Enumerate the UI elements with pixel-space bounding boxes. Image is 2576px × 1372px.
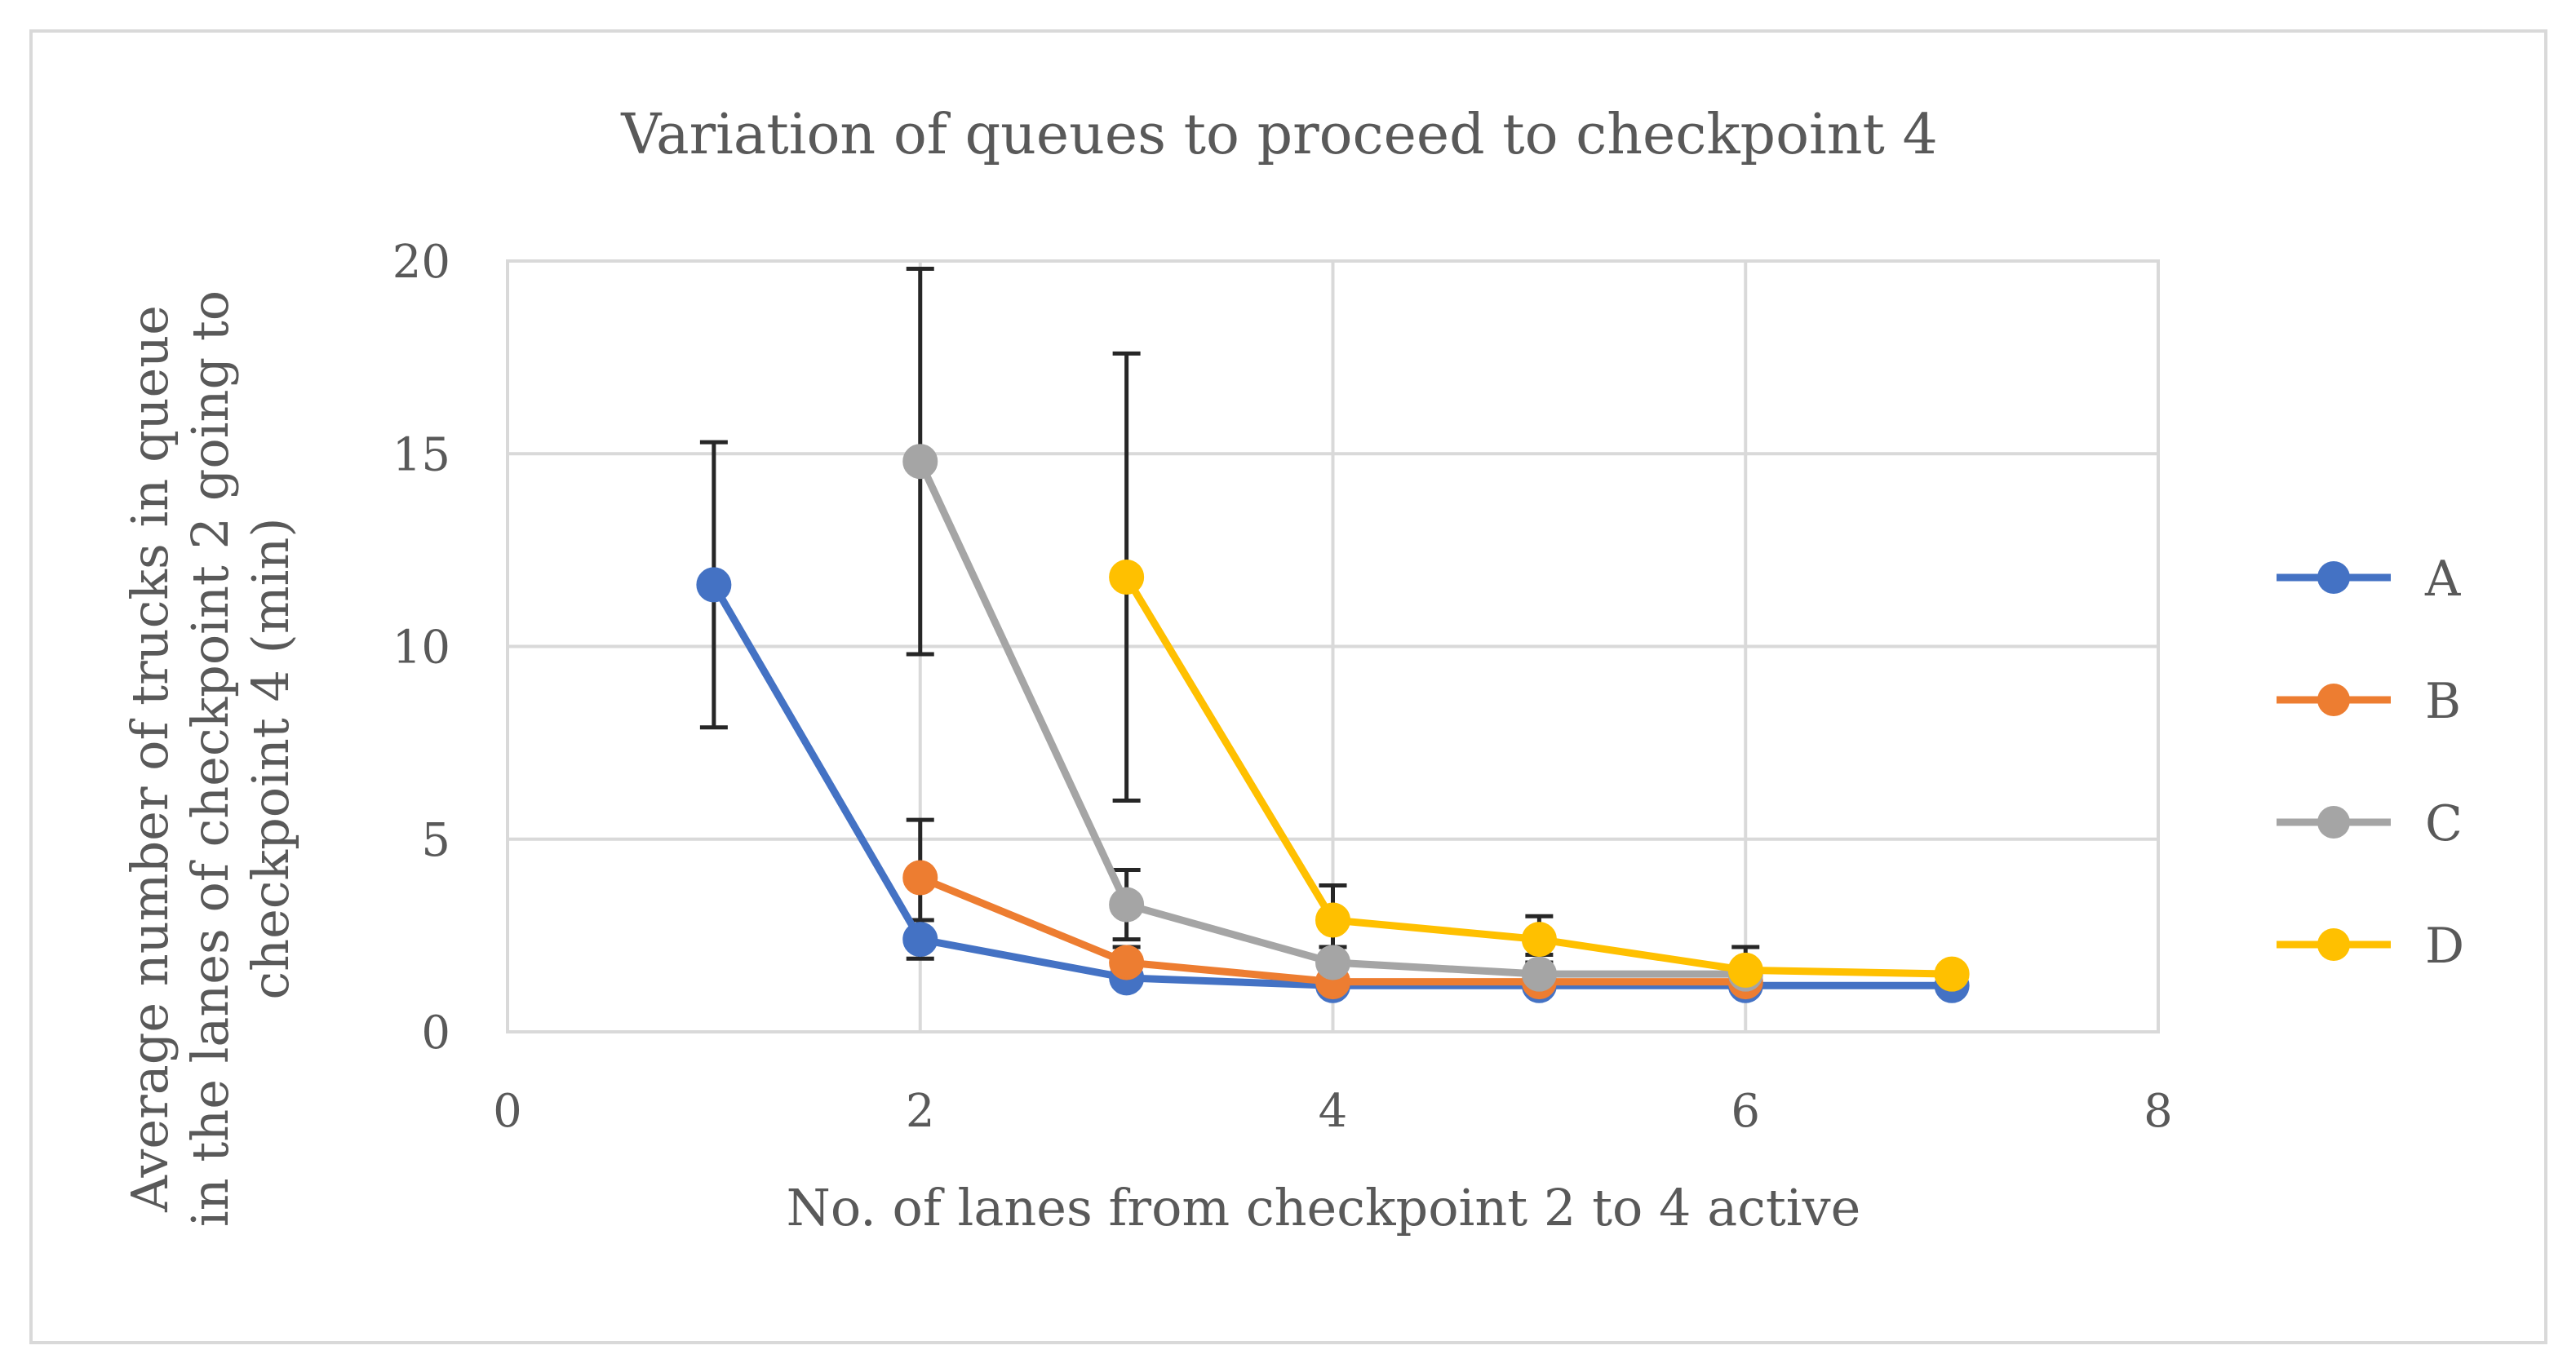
plot-area-border (506, 259, 2160, 1033)
data-point-d (1109, 559, 1145, 595)
legend-marker-c (2317, 806, 2350, 839)
y-tick-label: 0 (421, 1007, 450, 1060)
legend-item-b: B (2277, 673, 2461, 730)
legend-label-d: D (2425, 918, 2464, 975)
data-point-a (902, 922, 938, 958)
legend-marker-b (2317, 684, 2350, 716)
series-d (1109, 559, 1970, 992)
legend-label-b: B (2425, 673, 2461, 730)
data-point-c (1109, 887, 1145, 923)
y-tick-label: 15 (392, 428, 450, 481)
x-tick-label: 8 (2144, 1085, 2173, 1138)
y-axis-label-line-2: in the lanes of checkpoint 2 going to (180, 290, 240, 1227)
data-point-b (902, 860, 938, 896)
legend-label-a: A (2424, 551, 2461, 608)
legend-label-c: C (2425, 795, 2463, 852)
x-axis-ticks: 0 2 4 6 8 (493, 1085, 2173, 1138)
data-point-d (1315, 902, 1350, 938)
legend-marker-a (2317, 561, 2350, 594)
legend: A B C D (2277, 551, 2464, 975)
y-tick-label: 5 (421, 814, 450, 867)
data-point-c (1315, 945, 1350, 980)
x-axis-label: No. of lanes from checkpoint 2 to 4 acti… (787, 1178, 1861, 1237)
data-point-a (696, 567, 732, 603)
data-point-c (1521, 956, 1557, 992)
data-point-d (1934, 956, 1970, 992)
series-lines (696, 444, 1970, 1003)
y-axis-ticks: 0 5 10 15 20 (392, 236, 450, 1060)
y-axis-label-line-1: Average number of trucks in queue (120, 305, 180, 1213)
chart-frame (29, 29, 2547, 1344)
x-tick-label: 0 (493, 1085, 522, 1138)
x-tick-label: 4 (1319, 1085, 1348, 1138)
x-tick-label: 2 (906, 1085, 935, 1138)
chart-title: Variation of queues to proceed to checkp… (620, 103, 1938, 167)
legend-marker-d (2317, 928, 2350, 961)
y-axis-label-line-3: checkpoint 4 (min) (241, 517, 300, 999)
legend-item-a: A (2277, 551, 2461, 608)
x-tick-label: 6 (1731, 1085, 1760, 1138)
y-axis-label: Average number of trucks in queue in the… (120, 290, 300, 1227)
data-point-d (1727, 952, 1763, 988)
y-tick-label: 20 (392, 236, 450, 289)
legend-item-c: C (2277, 795, 2463, 852)
data-point-c (902, 444, 938, 480)
grid (506, 259, 2160, 1033)
legend-item-d: D (2277, 918, 2464, 975)
data-point-d (1521, 922, 1557, 958)
data-point-b (1109, 945, 1145, 980)
y-tick-label: 10 (392, 622, 450, 675)
